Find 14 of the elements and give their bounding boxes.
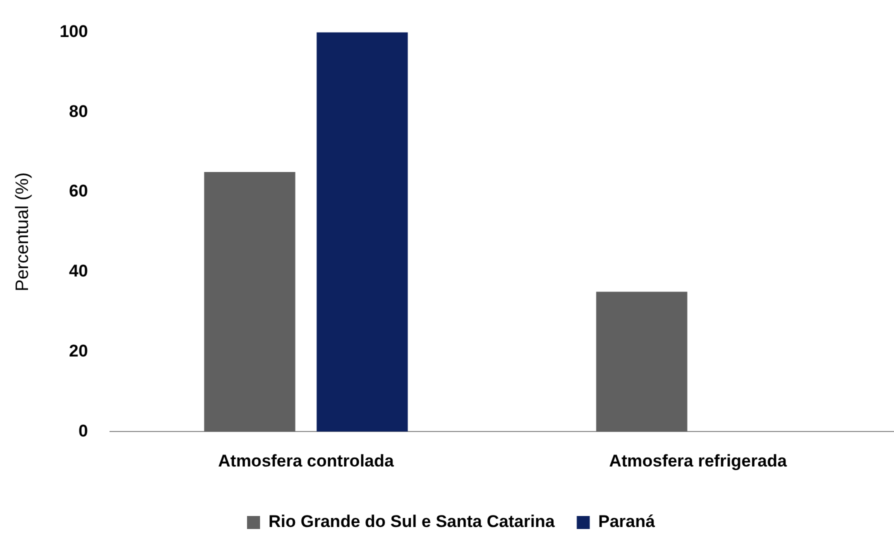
- bar: [596, 292, 688, 432]
- y-tick-label: 20: [69, 341, 88, 360]
- y-axis-title: Percentual (%): [12, 172, 32, 292]
- y-tick-label: 40: [69, 262, 88, 281]
- legend-label: Paraná: [598, 512, 656, 532]
- legend-label: Rio Grande do Sul e Santa Catarina: [268, 512, 556, 532]
- y-tick-label: 100: [60, 22, 88, 41]
- y-tick-label: 0: [78, 421, 88, 440]
- y-tick-label: 80: [69, 102, 88, 121]
- x-tick-label: Atmosfera controlada: [218, 451, 394, 470]
- y-tick-label: 60: [69, 182, 88, 201]
- bar: [204, 172, 296, 432]
- bar: [316, 32, 408, 432]
- x-tick-label: Atmosfera refrigerada: [609, 451, 788, 470]
